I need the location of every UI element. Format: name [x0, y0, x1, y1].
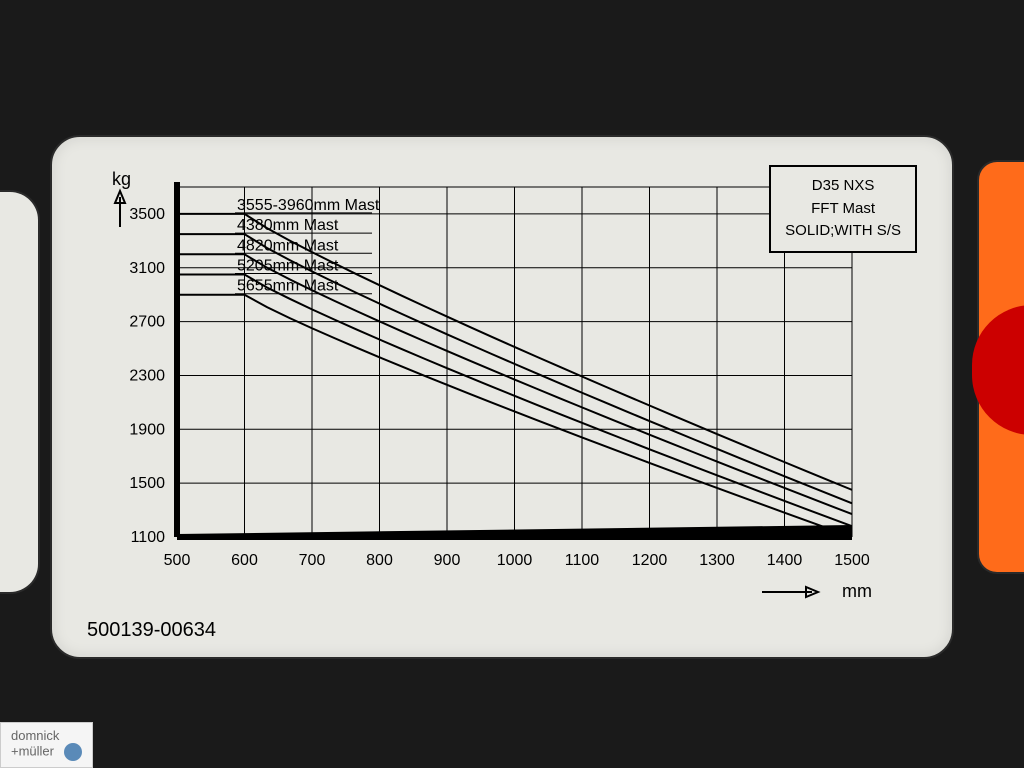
- config-info: SOLID;WITH S/S: [785, 220, 901, 243]
- capacity-plate: 3555-3960mm Mast 4380mm Mast 4820mm Mast 52…: [50, 135, 954, 659]
- svg-text:1200: 1200: [632, 552, 668, 569]
- watermark-logo: domnick +müller: [0, 722, 93, 768]
- svg-text:3100: 3100: [129, 260, 165, 277]
- svg-text:5655mm Mast: 5655mm Mast: [237, 278, 339, 295]
- svg-text:kg: kg: [112, 169, 131, 189]
- svg-text:3500: 3500: [129, 206, 165, 223]
- svg-text:800: 800: [366, 552, 393, 569]
- svg-text:1300: 1300: [699, 552, 735, 569]
- watermark-icon: [64, 743, 82, 761]
- svg-text:600: 600: [231, 552, 258, 569]
- svg-text:mm: mm: [842, 581, 872, 601]
- svg-text:4820mm Mast: 4820mm Mast: [237, 237, 339, 254]
- part-number: 500139-00634: [87, 619, 216, 642]
- svg-text:700: 700: [299, 552, 326, 569]
- svg-text:1500: 1500: [129, 475, 165, 492]
- svg-text:5205mm Mast: 5205mm Mast: [237, 258, 339, 275]
- svg-text:2300: 2300: [129, 367, 165, 384]
- svg-text:1400: 1400: [767, 552, 803, 569]
- svg-text:1500: 1500: [834, 552, 870, 569]
- svg-text:1100: 1100: [565, 552, 600, 569]
- svg-text:4380mm Mast: 4380mm Mast: [237, 217, 339, 234]
- watermark-line2: +müller: [11, 743, 54, 758]
- watermark-line1: domnick: [11, 728, 59, 743]
- model-info-box: D35 NXS FFT Mast SOLID;WITH S/S: [769, 165, 917, 253]
- svg-text:500: 500: [164, 552, 191, 569]
- svg-text:1900: 1900: [129, 421, 165, 438]
- svg-text:1100: 1100: [131, 529, 166, 546]
- svg-text:2700: 2700: [129, 314, 165, 331]
- svg-text:1000: 1000: [497, 552, 533, 569]
- adjacent-plate-left: [0, 190, 40, 594]
- svg-text:3555-3960mm Mast: 3555-3960mm Mast: [237, 197, 380, 214]
- svg-text:900: 900: [434, 552, 461, 569]
- model-id: D35 NXS: [785, 175, 901, 198]
- mast-type: FFT Mast: [785, 198, 901, 221]
